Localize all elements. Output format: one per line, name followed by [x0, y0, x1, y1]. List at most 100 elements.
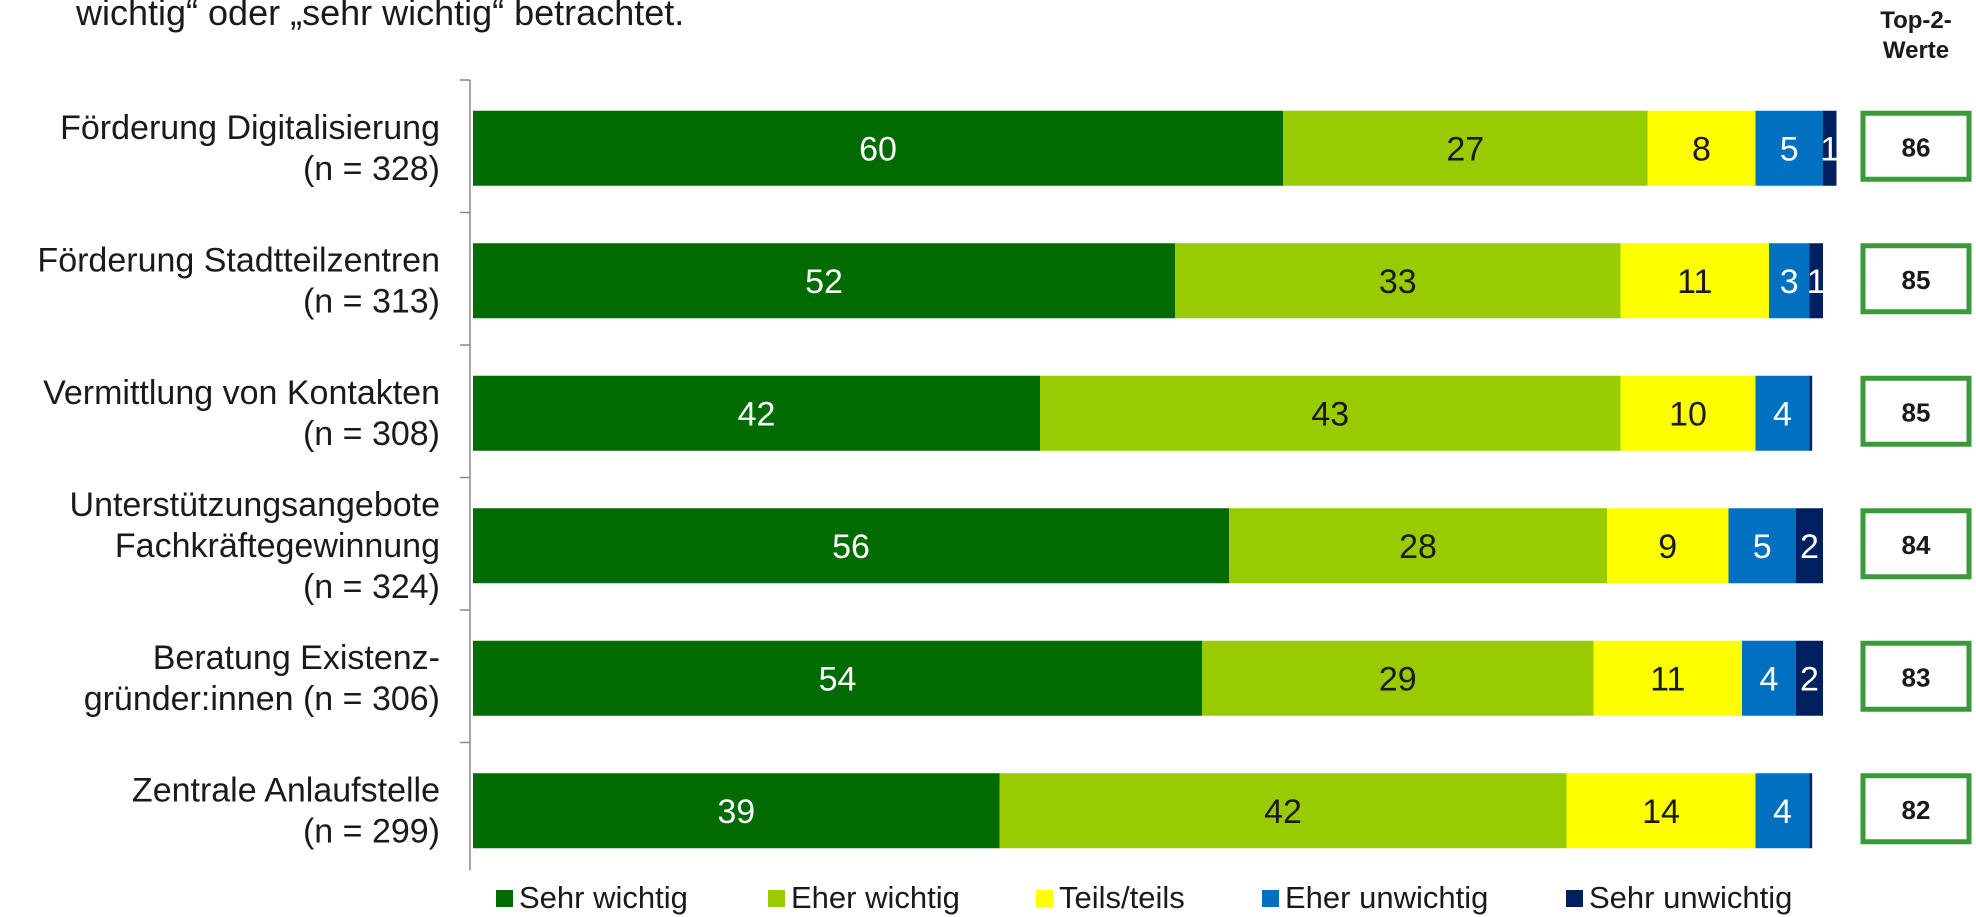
bar-segment-sehr-wichtig [473, 640, 1202, 716]
legend-swatch [496, 889, 513, 907]
bar-segment-eher-wichtig [1283, 110, 1648, 186]
bar-segment-sehr-wichtig [473, 110, 1283, 186]
legend-label: Sehr wichtig [519, 880, 688, 915]
legend-label: Eher wichtig [791, 880, 960, 915]
data-label: 11 [1677, 263, 1712, 301]
data-label: 2 [1800, 660, 1819, 698]
category-label: Förderung Digitalisierung [60, 109, 440, 147]
category-label: Zentrale Anlaufstelle [132, 771, 440, 809]
legend: Sehr wichtig Eher wichtig Teils/teils Eh… [496, 880, 1792, 916]
legend-item-sehr-wichtig: Sehr wichtig [496, 880, 768, 916]
top2-value: 84 [1902, 530, 1931, 560]
legend-item-teils-teils: Teils/teils [1036, 880, 1262, 916]
data-label: 11 [1650, 660, 1685, 698]
bar-segment-eher-wichtig [1202, 640, 1594, 716]
bar-segment-teils-teils [1620, 243, 1769, 319]
legend-label: Sehr unwichtig [1589, 880, 1793, 915]
data-label: 9 [1658, 528, 1677, 566]
data-label: 4 [1773, 395, 1792, 433]
data-label: 42 [1264, 793, 1302, 831]
bar-segment-eher-wichtig [1229, 508, 1607, 584]
category-label: Fachkräftegewinnung [115, 527, 440, 565]
bar-segment-teils-teils [1566, 773, 1756, 849]
legend-label: Teils/teils [1059, 880, 1185, 915]
bar-segment-sehr-unwichtig [1809, 375, 1813, 451]
bar-segment-eher-wichtig [1040, 375, 1621, 451]
category-label: (n = 324) [303, 568, 440, 606]
top2-box [1860, 640, 1972, 712]
category-label: (n = 308) [303, 415, 440, 453]
data-label: 29 [1379, 660, 1417, 698]
bar-segment-teils-teils [1607, 508, 1729, 584]
category-label: Förderung Stadtteilzentren [37, 241, 440, 279]
top2-value: 86 [1902, 132, 1931, 162]
top2-box [1860, 508, 1972, 580]
data-label: 54 [819, 660, 857, 698]
bar-segment-sehr-wichtig [473, 508, 1229, 584]
legend-item-eher-unwichtig: Eher unwichtig [1262, 880, 1566, 916]
data-label: 52 [805, 263, 843, 301]
bar-segment-eher-unwichtig [1755, 110, 1823, 186]
top2-header-line2: Werte [1882, 37, 1950, 64]
category-label: Vermittlung von Kontakten [43, 374, 440, 412]
category-label: (n = 328) [303, 150, 440, 188]
bar-segment-sehr-unwichtig [1823, 110, 1837, 186]
bar-segment-eher-wichtig [1175, 243, 1621, 319]
bar-segment-eher-unwichtig [1755, 375, 1810, 451]
category-label: gründer:innen (n = 306) [84, 680, 440, 718]
category-label: (n = 313) [303, 282, 440, 320]
legend-item-sehr-unwichtig: Sehr unwichtig [1566, 880, 1792, 916]
data-label: 27 [1446, 130, 1484, 168]
data-label: 39 [717, 793, 755, 831]
legend-swatch [768, 889, 785, 907]
bar-segment-sehr-wichtig [473, 243, 1175, 319]
category-label: Unterstützungsangebote [70, 486, 440, 524]
data-label: 2 [1800, 528, 1819, 566]
bar-segment-eher-unwichtig [1755, 773, 1810, 849]
bar-segment-sehr-wichtig [473, 375, 1040, 451]
bar-segment-sehr-wichtig [473, 773, 1000, 849]
bar-segment-teils-teils [1647, 110, 1756, 186]
data-label: 4 [1760, 660, 1779, 698]
top2-box [1860, 110, 1972, 182]
bar-segment-sehr-unwichtig [1809, 243, 1823, 319]
bar-segment-teils-teils [1620, 375, 1756, 451]
stacked-bar-chart: Förderung Digitalisierung(n = 328)60 27 8 5… [37, 79, 1972, 870]
data-label: 56 [832, 528, 870, 566]
data-label: 4 [1773, 793, 1792, 831]
data-label: 1 [1820, 130, 1839, 168]
bar-segment-eher-unwichtig [1728, 508, 1796, 584]
data-label: 28 [1399, 528, 1437, 566]
bar-segment-eher-wichtig [999, 773, 1567, 849]
top2-box [1860, 773, 1972, 845]
legend-swatch [1262, 889, 1279, 907]
bar-segment-eher-unwichtig [1769, 243, 1810, 319]
legend-item-eher-wichtig: Eher wichtig [768, 880, 1036, 916]
legend-swatch [1036, 889, 1053, 907]
bar-segment-teils-teils [1593, 640, 1742, 716]
top2-value: 85 [1902, 397, 1931, 427]
data-label: 1 [1807, 263, 1826, 301]
top2-value: 83 [1902, 662, 1931, 692]
top2-box [1860, 375, 1972, 447]
data-label: 3 [1780, 263, 1799, 301]
bar-segment-sehr-unwichtig [1809, 773, 1813, 849]
data-label: 10 [1669, 395, 1707, 433]
data-label: 5 [1753, 528, 1772, 566]
top2-box [1860, 243, 1972, 315]
top2-value: 82 [1902, 795, 1931, 825]
category-label: (n = 299) [303, 812, 440, 850]
data-label: 8 [1692, 130, 1711, 168]
data-label: 43 [1311, 395, 1349, 433]
bar-segment-sehr-unwichtig [1796, 508, 1823, 584]
top2-header-line1: Top-2- [1880, 7, 1952, 34]
data-label: 60 [859, 130, 897, 168]
data-label: 14 [1642, 793, 1680, 831]
legend-swatch [1566, 889, 1583, 907]
data-label: 42 [738, 395, 776, 433]
top2-value: 85 [1902, 265, 1931, 295]
legend-label: Eher unwichtig [1285, 880, 1489, 915]
bar-segment-eher-unwichtig [1742, 640, 1796, 716]
top2-column-header: Top-2- Werte [1860, 6, 1972, 66]
data-label: 5 [1780, 130, 1799, 168]
